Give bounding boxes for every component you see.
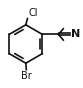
- Text: Br: Br: [21, 71, 32, 81]
- Text: N: N: [71, 29, 80, 39]
- Text: Cl: Cl: [28, 8, 38, 18]
